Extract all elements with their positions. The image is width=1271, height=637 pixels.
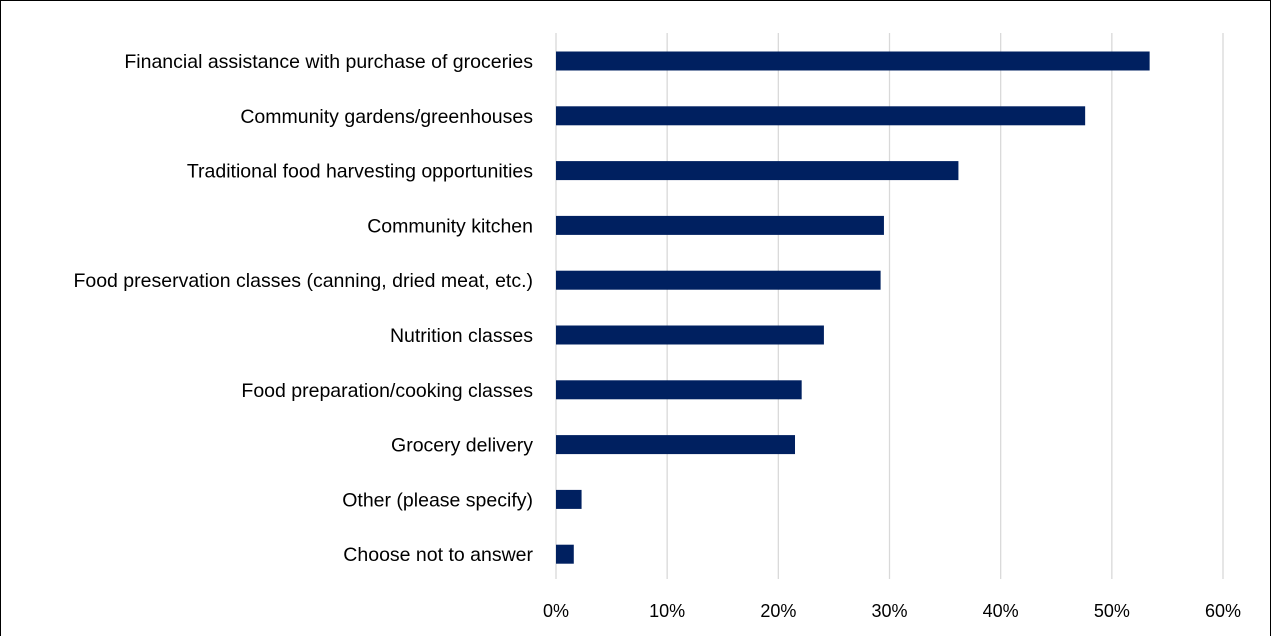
category-label: Choose not to answer xyxy=(343,544,533,566)
category-label: Nutrition classes xyxy=(390,325,533,347)
x-tick-labels: 0% 10% 20% 30% 40% 50% 60% xyxy=(543,601,1241,621)
bar xyxy=(556,215,884,235)
bars xyxy=(556,51,1150,564)
category-label: Community gardens/greenhouses xyxy=(240,106,533,128)
x-tick-label: 30% xyxy=(871,601,907,621)
category-label: Other (please specify) xyxy=(342,489,533,511)
bar xyxy=(556,161,959,181)
bar xyxy=(556,435,796,455)
x-tick-label: 40% xyxy=(983,601,1019,621)
x-tick-label: 20% xyxy=(760,601,796,621)
bar xyxy=(556,380,802,400)
category-label: Grocery delivery xyxy=(391,435,533,457)
category-label: Food preservation classes (canning, drie… xyxy=(73,270,533,292)
bar xyxy=(556,325,824,345)
bar xyxy=(556,489,582,509)
bar xyxy=(556,106,1086,126)
category-labels: Financial assistance with purchase of gr… xyxy=(73,51,533,566)
category-label: Community kitchen xyxy=(367,215,533,237)
x-tick-label: 60% xyxy=(1205,601,1241,621)
category-label: Traditional food harvesting opportunitie… xyxy=(187,161,533,183)
bar xyxy=(556,51,1150,71)
x-tick-label: 10% xyxy=(649,601,685,621)
x-tick-label: 50% xyxy=(1094,601,1130,621)
x-tick-label: 0% xyxy=(543,601,569,621)
bar xyxy=(556,544,574,564)
category-label: Financial assistance with purchase of gr… xyxy=(124,51,533,73)
bar xyxy=(556,270,881,290)
category-label: Food preparation/cooking classes xyxy=(241,380,533,402)
